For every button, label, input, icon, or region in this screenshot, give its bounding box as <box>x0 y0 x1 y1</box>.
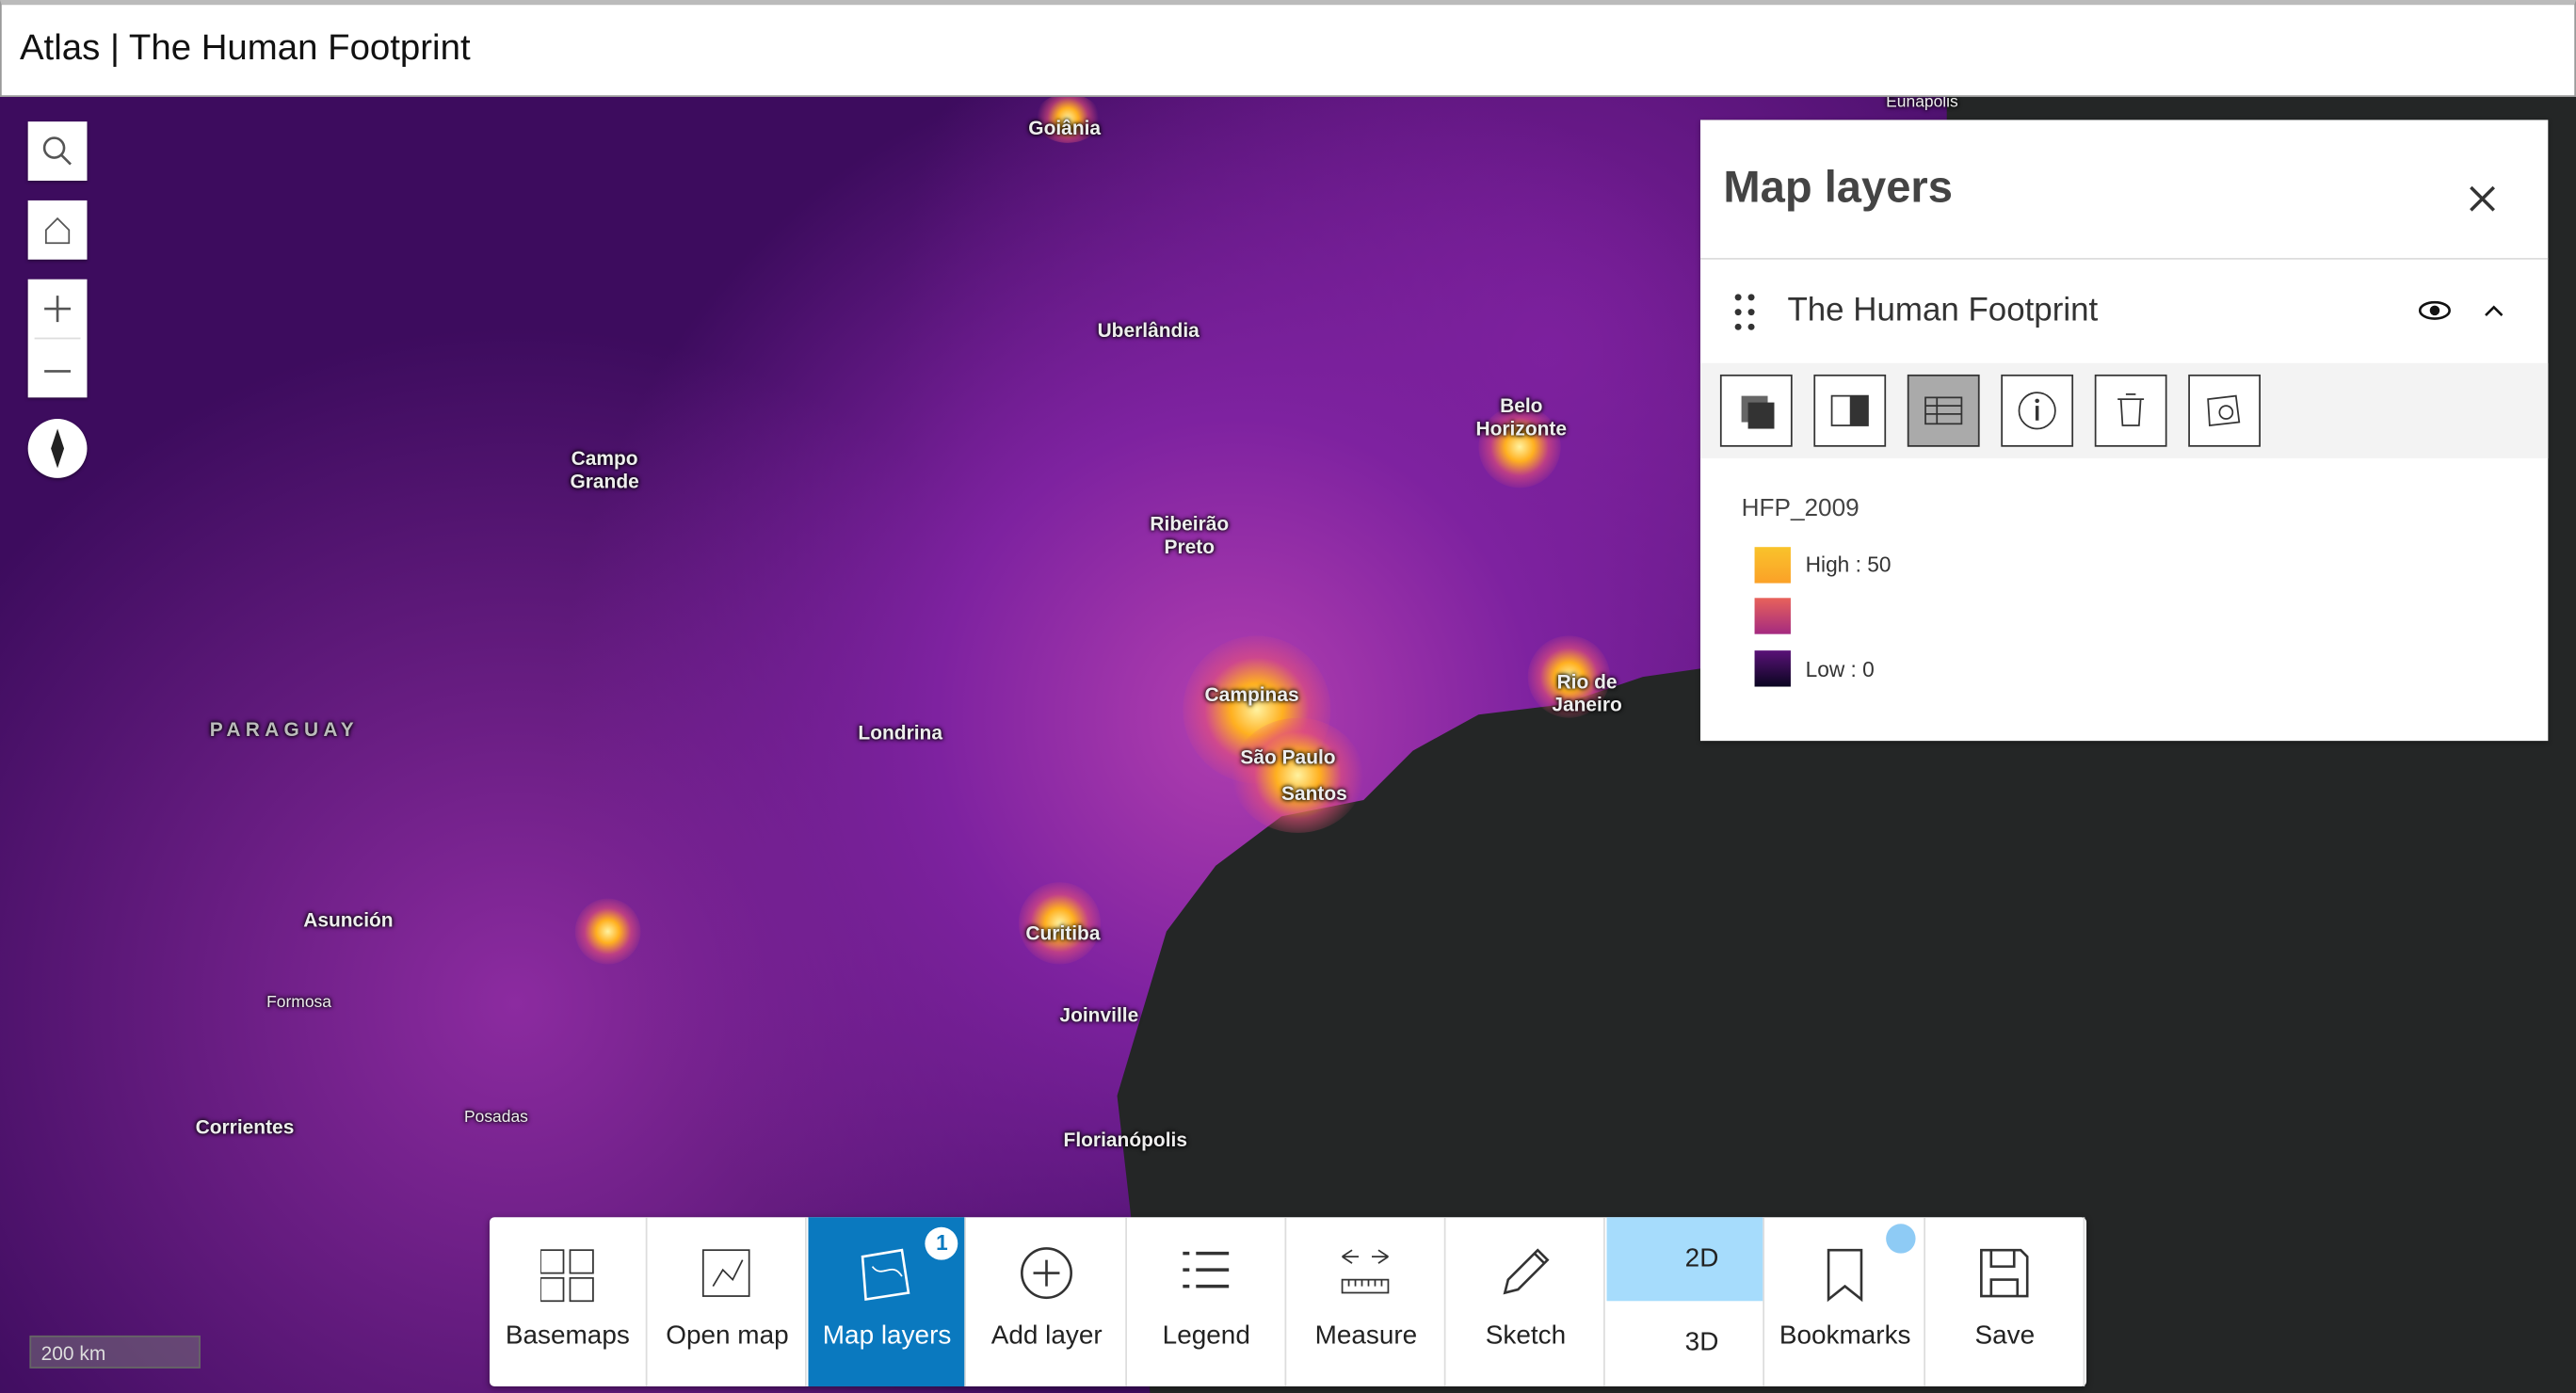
place-label: Joinville <box>1059 1003 1139 1027</box>
zoom-control[interactable] <box>27 279 88 398</box>
place-label: PARAGUAY <box>209 717 359 742</box>
city-glow <box>1478 406 1561 488</box>
table-tool[interactable] <box>1907 374 1980 447</box>
close-button[interactable] <box>2466 183 2499 216</box>
view-mode[interactable]: 3D <box>1607 1301 1763 1385</box>
button-icon <box>1827 1248 1862 1303</box>
toolbar-button[interactable]: Sketch <box>1448 1217 1606 1387</box>
view-mode[interactable]: 2D <box>1607 1217 1763 1302</box>
city-glow <box>1018 882 1102 965</box>
city-glow <box>574 898 641 965</box>
panel-title: Map layers <box>1723 162 1953 213</box>
toolbar-button[interactable]: Open map <box>650 1217 808 1387</box>
button-label: Bookmarks <box>1779 1321 1911 1351</box>
badge: 1 <box>926 1226 958 1260</box>
toolbar-button[interactable]: Save <box>1926 1217 2085 1387</box>
drag-handle[interactable] <box>1733 293 1756 332</box>
toolbar-button[interactable]: Bookmarks <box>1767 1217 1925 1387</box>
layer-name[interactable]: The Human Footprint <box>1787 292 2099 329</box>
new-indicator <box>1885 1224 1915 1254</box>
button-label: Add layer <box>990 1321 1103 1351</box>
button-label: Open map <box>666 1321 789 1351</box>
place-label: Eunápolis <box>1886 93 1958 112</box>
app-title: Atlas | The Human Footprint <box>19 25 471 68</box>
toolbar-button[interactable]: Basemaps <box>490 1217 648 1387</box>
toolbar-button[interactable]: Add layer <box>969 1217 1127 1387</box>
info-tool[interactable] <box>2001 374 2074 447</box>
place-label: Santos <box>1280 781 1347 806</box>
button-label: Save <box>1974 1321 2036 1351</box>
remove-tool[interactable] <box>2094 374 2167 447</box>
place-label: Asunción <box>303 908 394 932</box>
toolbar-button[interactable]: Legend <box>1128 1217 1286 1387</box>
view-mode-label: 2D <box>1684 1244 1719 1273</box>
place-label: Campinas <box>1204 683 1299 707</box>
toolbar-button[interactable]: Map layers 1 <box>809 1217 967 1387</box>
place-label: Goiânia <box>1028 116 1102 140</box>
place-label: Campo Grande <box>570 446 639 493</box>
place-label: São Paulo <box>1240 745 1336 769</box>
button-icon <box>702 1249 750 1297</box>
toolbar: Basemaps Open map Map layers 1 Add layer Lege… <box>489 1217 2087 1387</box>
button-icon <box>1503 1248 1550 1295</box>
zoom-to-tool[interactable] <box>2188 374 2261 447</box>
button-icon <box>1182 1251 1229 1289</box>
button-icon <box>1341 1249 1390 1294</box>
legend-swatch <box>1754 547 1791 584</box>
place-label: Ribeirão Preto <box>1150 512 1230 559</box>
city-glow <box>1527 635 1611 718</box>
transparency-tool[interactable] <box>1719 374 1793 447</box>
place-label: Posadas <box>463 1109 528 1128</box>
legend-swatch <box>1754 598 1791 634</box>
button-label: Measure <box>1314 1321 1418 1351</box>
collapse-button[interactable] <box>2483 300 2505 320</box>
header: Atlas | The Human Footprint <box>0 0 2576 97</box>
search-button[interactable] <box>27 121 88 181</box>
map-layers-panel: Map layers The Human Footprint HFP_2009 … <box>1699 120 2549 742</box>
button-icon <box>861 1248 911 1302</box>
view-toggle: 2D 3D <box>1607 1217 1765 1387</box>
place-label: Londrina <box>858 721 942 745</box>
button-icon <box>1020 1247 1072 1300</box>
legend-swatch <box>1754 650 1791 687</box>
city-glow <box>1232 717 1364 833</box>
view-mode-label: 3D <box>1684 1328 1719 1357</box>
legend-label: High : 50 <box>1805 552 1892 577</box>
toolbar-button[interactable]: Measure <box>1288 1217 1446 1387</box>
place-label: Corrientes <box>195 1115 295 1139</box>
place-label: Rio de Janeiro <box>1552 670 1622 716</box>
compass[interactable] <box>27 419 88 478</box>
legend-label: Low : 0 <box>1805 657 1875 682</box>
home-button[interactable] <box>27 200 88 260</box>
place-label: Formosa <box>266 993 331 1013</box>
place-label: Florianópolis <box>1063 1129 1187 1152</box>
visibility-toggle[interactable] <box>2418 297 2451 324</box>
button-label: Map layers <box>822 1321 952 1351</box>
city-glow <box>1035 93 1102 143</box>
button-label: Legend <box>1162 1321 1250 1351</box>
place-label: Uberlândia <box>1097 318 1199 343</box>
legend-field: HFP_2009 <box>1741 494 1860 523</box>
place-label: Curitiba <box>1025 921 1101 945</box>
swipe-tool[interactable] <box>1813 374 1887 447</box>
scale-bar: 200 km <box>29 1335 201 1369</box>
button-label: Basemaps <box>505 1321 630 1351</box>
button-label: Sketch <box>1485 1321 1567 1351</box>
place-label: Belo Horizonte <box>1475 393 1568 440</box>
button-icon <box>540 1249 594 1303</box>
button-icon <box>1979 1248 2029 1298</box>
